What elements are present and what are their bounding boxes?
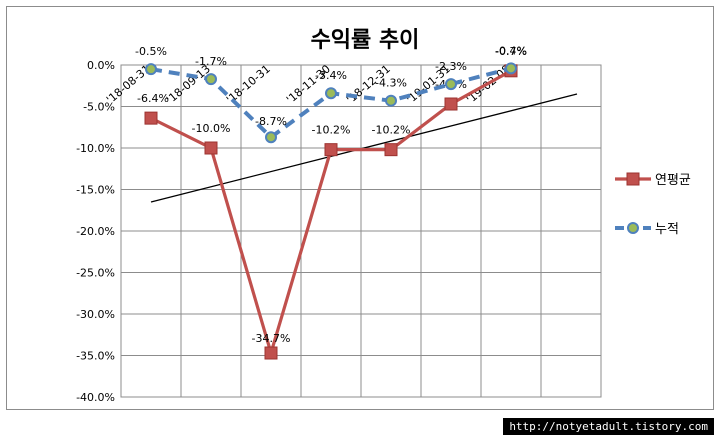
- series-group: -6.4%-10.0%-34.7%-10.2%-10.2%-4.7%-0.7%-…: [135, 44, 527, 359]
- y-tick-label: -15.0%: [76, 184, 115, 197]
- data-point: [205, 142, 217, 154]
- data-point: [206, 74, 216, 84]
- data-label: -0.5%: [135, 45, 167, 58]
- legend-entry: 누적: [655, 222, 679, 237]
- data-label: -6.4%: [137, 92, 169, 105]
- data-point: [445, 98, 457, 110]
- chart-frame: 수익률 추이 0.0% -5.0% -10.0% -15.0% -20.0% -25.0%…: [6, 6, 714, 410]
- data-point: [145, 112, 157, 124]
- y-tick-label: 0.0%: [87, 59, 115, 72]
- y-tick-label: -20.0%: [76, 225, 115, 238]
- data-point: [326, 88, 336, 98]
- legend-entry: 연평균: [655, 173, 691, 188]
- grid-lines: [121, 65, 601, 397]
- data-label: -1.7%: [195, 55, 227, 68]
- data-point: [446, 79, 456, 89]
- data-label: -3.4%: [315, 69, 347, 82]
- watermark-url: http://notyetadult.tistory.com: [503, 418, 714, 435]
- y-axis-ticks: 0.0%-5.0%-10.0%-15.0%-20.0%-25.0%-30.0%-…: [76, 59, 115, 404]
- data-label: -10.0%: [192, 122, 231, 135]
- legend-swatch-marker: [627, 173, 639, 185]
- data-point: [266, 132, 276, 142]
- data-point: [265, 347, 277, 359]
- data-label: -10.2%: [312, 124, 351, 137]
- data-point: [385, 144, 397, 156]
- data-label: -0.4%: [495, 44, 527, 57]
- data-label: -2.3%: [435, 60, 467, 73]
- data-label: -34.7%: [252, 332, 291, 345]
- y-tick-label: -30.0%: [76, 308, 115, 321]
- x-category-label: '18-09-13: [164, 62, 213, 106]
- data-label: -8.7%: [255, 115, 287, 128]
- y-tick-label: -25.0%: [76, 267, 115, 280]
- data-label: -10.2%: [372, 124, 411, 137]
- y-tick-label: -35.0%: [76, 350, 115, 363]
- line-chart: 수익률 추이 0.0%-5.0%-10.0%-15.0%-20.0%-25.0%…: [7, 7, 715, 411]
- data-point: [386, 96, 396, 106]
- data-label: -4.3%: [375, 77, 407, 90]
- data-point: [146, 64, 156, 74]
- data-point: [325, 144, 337, 156]
- series-line: [151, 71, 511, 353]
- x-category-label: '18-10-31: [224, 62, 273, 106]
- chart-title: 수익률 추이: [311, 28, 420, 53]
- y-tick-label: -10.0%: [76, 142, 115, 155]
- legend-swatch-marker: [628, 223, 638, 233]
- y-tick-label: -40.0%: [76, 391, 115, 404]
- data-point: [506, 63, 516, 73]
